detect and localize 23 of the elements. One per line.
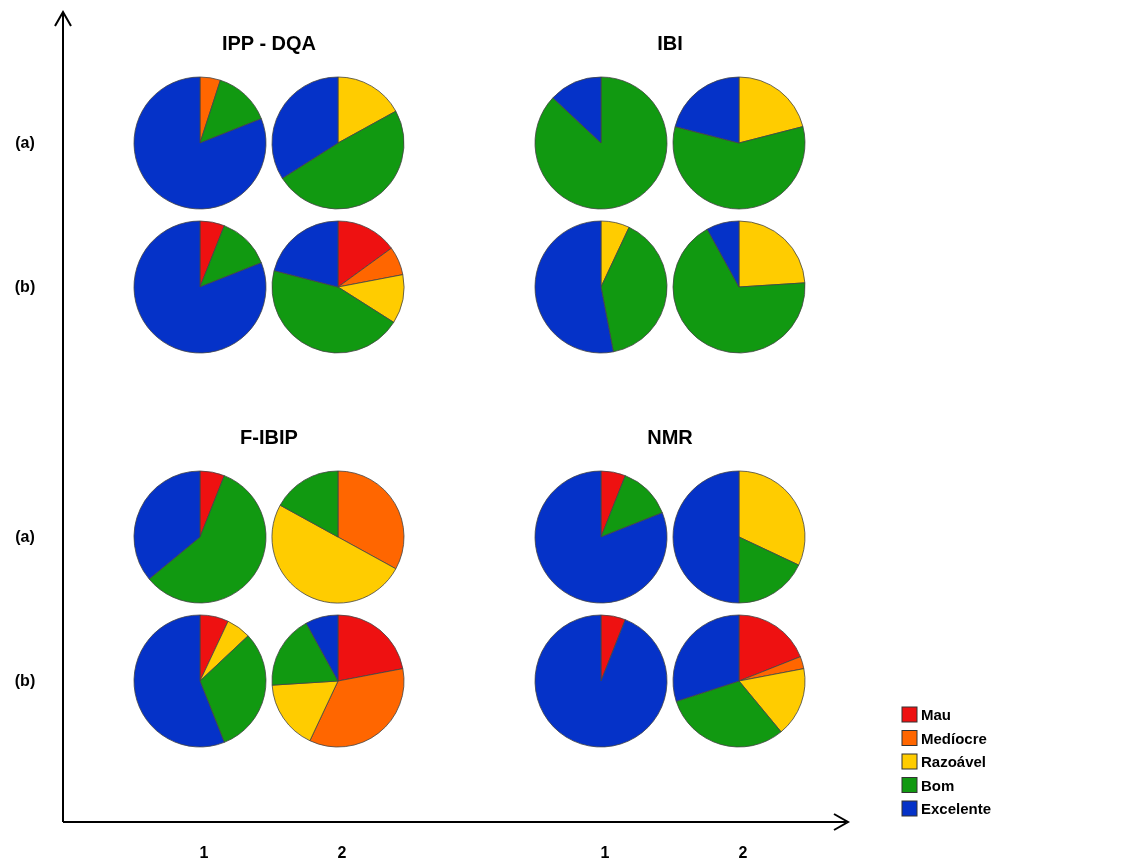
- pie-slice: [534, 76, 668, 210]
- chart-title: IBI: [657, 32, 683, 54]
- legend-label: Razoável: [921, 753, 987, 770]
- pie-slice: [534, 614, 668, 748]
- text: (a): [15, 134, 35, 151]
- text: 1: [199, 844, 209, 860]
- pie-slice: [534, 470, 668, 604]
- chart-title: IPP - DQA: [221, 32, 317, 54]
- legend-label: Excelente: [921, 800, 992, 817]
- legend-label: Mau: [921, 706, 951, 723]
- chart-title: NMR: [647, 426, 694, 448]
- text: (b): [14, 672, 36, 689]
- pie-slice: [133, 220, 267, 354]
- text: 2: [337, 844, 347, 860]
- text: (a): [15, 528, 35, 545]
- chart-title: F-IBIP: [240, 426, 298, 448]
- pie-slice: [199, 79, 262, 144]
- text: (b): [14, 278, 36, 295]
- legend-label: Medíocre: [921, 729, 987, 747]
- legend-label: Bom: [921, 776, 955, 794]
- text: 2: [738, 844, 748, 860]
- pie-slice: [133, 76, 267, 210]
- text: 1: [600, 844, 610, 860]
